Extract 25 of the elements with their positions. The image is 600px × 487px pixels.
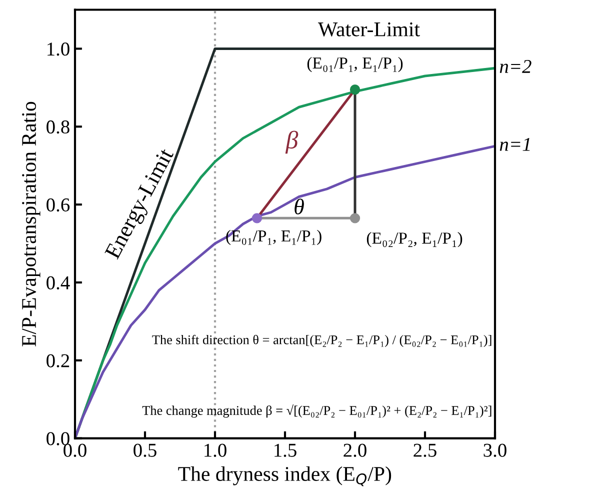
annotation: Water-Limit	[318, 22, 420, 36]
series-label: n=2	[500, 60, 532, 73]
x-tick-label: 3.0	[484, 444, 506, 457]
y-axis-title: E/P-Evapotranspiration Ratio	[22, 102, 40, 346]
x-tick-label: 1.5	[274, 444, 296, 457]
annotation: (E₀₂/P₂, E₁/P₁)	[366, 232, 462, 248]
annotation: θ	[294, 198, 304, 214]
annotation: (E₀₁/P₁, E₁/P₁)	[226, 230, 322, 245]
y-tick-label: 0.2	[46, 354, 70, 368]
x-tick-label: 2.5	[414, 444, 436, 457]
y-tick-label: 0.6	[46, 198, 70, 212]
x-tick-label: 0.5	[134, 444, 156, 457]
x-tick-label: 1.0	[204, 444, 226, 457]
y-tick-label: 0.4	[46, 276, 70, 290]
x-tick-label: 0.0	[64, 444, 86, 457]
y-tick-label: 1.0	[48, 42, 70, 56]
x-tick-label: 2.0	[344, 444, 366, 457]
annotation: The shift direction θ = arctan[(E₂/P₂ − E₁/P₁) / (E₀₂/P₂ − E₀₁/P₁)]	[152, 334, 492, 347]
annotation: β	[285, 130, 298, 154]
y-tick-label: 0.8	[46, 120, 70, 134]
annotation: (E₀₁/P₁, E₁/P₁)	[307, 56, 403, 72]
y-tick-label: 0.0	[46, 432, 70, 446]
series-label: n=1	[500, 138, 530, 151]
annotation: The change magnitude β = √[(E₀₂/P₂ − E₀₁/P₁)² + (E₂/P₂ − E₁/P₁)²]	[142, 404, 492, 418]
x-axis-title: The dryness index (E$_{Q}$/P)	[178, 466, 392, 486]
